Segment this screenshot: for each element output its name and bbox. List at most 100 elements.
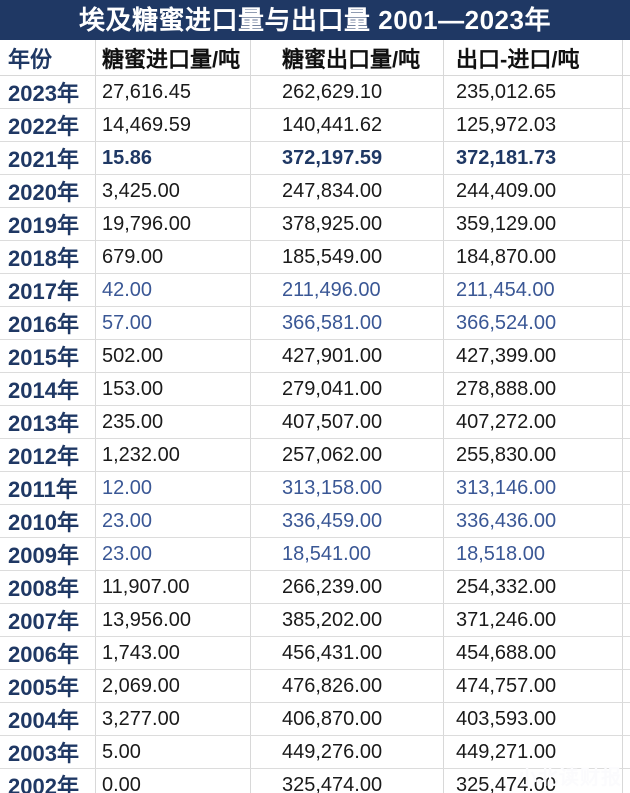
import-cell: 5.00 [95, 736, 250, 768]
import-cell: 23.00 [95, 505, 250, 537]
import-cell: 19,796.00 [95, 208, 250, 240]
spacer-cell [622, 175, 630, 207]
export-cell: 406,870.00 [250, 703, 443, 735]
year-cell: 2021年 [8, 147, 79, 172]
export-cell: 257,062.00 [250, 439, 443, 471]
diff-cell: 325,474.00 [443, 769, 622, 793]
import-cell: 3,425.00 [95, 175, 250, 207]
table-body: 2023年 27,616.45 262,629.10 235,012.65 20… [0, 76, 630, 793]
spacer-cell [622, 373, 630, 405]
table-row: 2015年 502.00 427,901.00 427,399.00 [0, 340, 630, 373]
spacer-cell [622, 142, 630, 174]
table-row: 2012年 1,232.00 257,062.00 255,830.00 [0, 439, 630, 472]
import-cell: 679.00 [95, 241, 250, 273]
import-cell: 23.00 [95, 538, 250, 570]
header-year: 年份 [8, 46, 53, 72]
import-cell: 502.00 [95, 340, 250, 372]
export-cell: 185,549.00 [250, 241, 443, 273]
spacer-cell [622, 604, 630, 636]
year-cell: 2005年 [8, 675, 79, 700]
import-cell: 153.00 [95, 373, 250, 405]
import-cell: 57.00 [95, 307, 250, 339]
table-row: 2009年 23.00 18,541.00 18,518.00 [0, 538, 630, 571]
year-cell: 2008年 [8, 576, 79, 601]
diff-cell: 366,524.00 [443, 307, 622, 339]
diff-cell: 407,272.00 [443, 406, 622, 438]
diff-cell: 336,436.00 [443, 505, 622, 537]
table-row: 2014年 153.00 279,041.00 278,888.00 [0, 373, 630, 406]
table-row: 2005年 2,069.00 476,826.00 474,757.00 [0, 670, 630, 703]
spacer-cell [622, 439, 630, 471]
year-cell: 2017年 [8, 279, 79, 304]
diff-cell: 278,888.00 [443, 373, 622, 405]
import-cell: 0.00 [95, 769, 250, 793]
export-cell: 449,276.00 [250, 736, 443, 768]
year-cell: 2020年 [8, 180, 79, 205]
spacer-cell [622, 274, 630, 306]
year-cell: 2012年 [8, 444, 79, 469]
spacer-cell [622, 307, 630, 339]
spacer-cell [622, 505, 630, 537]
spacer-cell [622, 736, 630, 768]
table-row: 2018年 679.00 185,549.00 184,870.00 [0, 241, 630, 274]
export-cell: 385,202.00 [250, 604, 443, 636]
diff-cell: 474,757.00 [443, 670, 622, 702]
export-cell: 372,197.59 [250, 142, 443, 174]
spacer-cell [622, 670, 630, 702]
diff-cell: 184,870.00 [443, 241, 622, 273]
year-cell: 2014年 [8, 378, 79, 403]
year-cell: 2023年 [8, 81, 79, 106]
diff-cell: 449,271.00 [443, 736, 622, 768]
import-cell: 11,907.00 [95, 571, 250, 603]
import-cell: 27,616.45 [95, 76, 250, 108]
diff-cell: 454,688.00 [443, 637, 622, 669]
export-cell: 140,441.62 [250, 109, 443, 141]
table-row: 2007年 13,956.00 385,202.00 371,246.00 [0, 604, 630, 637]
spacer-cell [622, 637, 630, 669]
table-row: 2017年 42.00 211,496.00 211,454.00 [0, 274, 630, 307]
spacer-cell [622, 109, 630, 141]
year-cell: 2018年 [8, 246, 79, 271]
spacer-cell [622, 472, 630, 504]
spacer-cell [622, 76, 630, 108]
spacer-cell [622, 571, 630, 603]
export-cell: 211,496.00 [250, 274, 443, 306]
spacer-cell [622, 406, 630, 438]
table-row: 2006年 1,743.00 456,431.00 454,688.00 [0, 637, 630, 670]
table-row: 2021年 15.86 372,197.59 372,181.73 [0, 142, 630, 175]
import-cell: 2,069.00 [95, 670, 250, 702]
export-cell: 407,507.00 [250, 406, 443, 438]
diff-cell: 359,129.00 [443, 208, 622, 240]
header-diff: 出口-进口/吨 [443, 40, 622, 75]
watermark: 小北读财报 [517, 766, 622, 789]
title-bar: 埃及糖蜜进口量与出口量 2001—2023年 [0, 0, 630, 40]
import-cell: 13,956.00 [95, 604, 250, 636]
export-cell: 266,239.00 [250, 571, 443, 603]
import-cell: 235.00 [95, 406, 250, 438]
diff-cell: 313,146.00 [443, 472, 622, 504]
table-row: 2004年 3,277.00 406,870.00 403,593.00 [0, 703, 630, 736]
year-cell: 2006年 [8, 642, 79, 667]
diff-cell: 18,518.00 [443, 538, 622, 570]
import-cell: 12.00 [95, 472, 250, 504]
diff-cell: 255,830.00 [443, 439, 622, 471]
diff-cell: 235,012.65 [443, 76, 622, 108]
export-cell: 427,901.00 [250, 340, 443, 372]
diff-cell: 244,409.00 [443, 175, 622, 207]
year-cell: 2015年 [8, 345, 79, 370]
export-cell: 279,041.00 [250, 373, 443, 405]
year-cell: 2019年 [8, 213, 79, 238]
export-cell: 262,629.10 [250, 76, 443, 108]
spacer-cell [622, 769, 630, 793]
diff-cell: 427,399.00 [443, 340, 622, 372]
table-header: 年份 糖蜜进口量/吨 糖蜜出口量/吨 出口-进口/吨 [0, 40, 630, 76]
spacer-cell [622, 538, 630, 570]
spacer-cell [622, 241, 630, 273]
table-row: 2020年 3,425.00 247,834.00 244,409.00 [0, 175, 630, 208]
year-cell: 2011年 [8, 477, 78, 502]
diff-cell: 403,593.00 [443, 703, 622, 735]
import-cell: 42.00 [95, 274, 250, 306]
export-cell: 247,834.00 [250, 175, 443, 207]
export-cell: 366,581.00 [250, 307, 443, 339]
